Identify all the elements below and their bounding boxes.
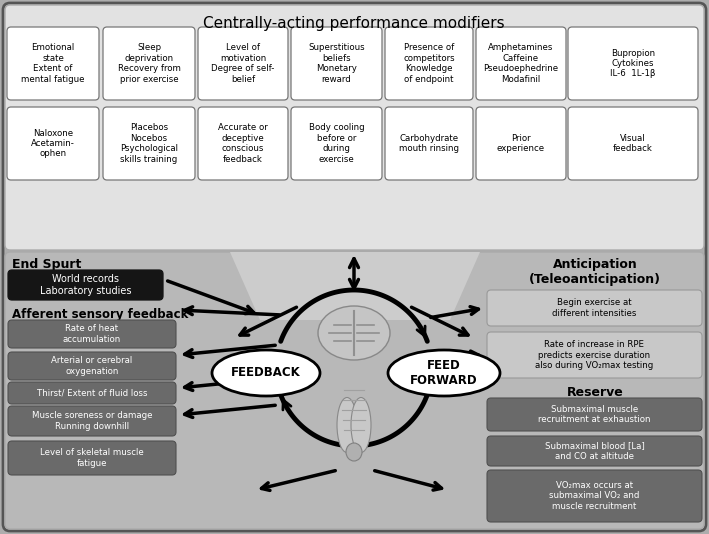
- Text: Submaximal blood [La]
and CO at altitude: Submaximal blood [La] and CO at altitude: [545, 441, 644, 461]
- Polygon shape: [230, 252, 480, 320]
- Text: FEED
FORWARD: FEED FORWARD: [411, 359, 478, 387]
- FancyBboxPatch shape: [568, 107, 698, 180]
- Ellipse shape: [346, 443, 362, 461]
- Text: Placebos
Nocebos
Psychological
skills training: Placebos Nocebos Psychological skills tr…: [120, 123, 178, 163]
- FancyBboxPatch shape: [8, 270, 163, 300]
- FancyBboxPatch shape: [8, 441, 176, 475]
- Text: World records
Laboratory studies: World records Laboratory studies: [40, 274, 131, 296]
- Ellipse shape: [337, 397, 357, 452]
- FancyBboxPatch shape: [487, 290, 702, 326]
- Text: Afferent sensory feedback: Afferent sensory feedback: [12, 308, 189, 321]
- FancyBboxPatch shape: [487, 470, 702, 522]
- Text: Rate of increase in RPE
predicts exercise duration
also during VO₂max testing: Rate of increase in RPE predicts exercis…: [535, 340, 654, 370]
- FancyBboxPatch shape: [198, 27, 288, 100]
- FancyBboxPatch shape: [568, 27, 698, 100]
- FancyBboxPatch shape: [487, 398, 702, 431]
- Text: Superstitious
beliefs
Monetary
reward: Superstitious beliefs Monetary reward: [308, 43, 365, 84]
- Text: Presence of
competitors
Knowledge
of endpoint: Presence of competitors Knowledge of end…: [403, 43, 454, 84]
- Text: Body cooling
before or
during
exercise: Body cooling before or during exercise: [308, 123, 364, 163]
- FancyBboxPatch shape: [8, 406, 176, 436]
- Text: Visual
feedback: Visual feedback: [613, 134, 653, 153]
- Text: Muscle soreness or damage
Running downhill: Muscle soreness or damage Running downhi…: [32, 411, 152, 431]
- Text: Centrally-acting performance modifiers: Centrally-acting performance modifiers: [203, 16, 505, 31]
- FancyBboxPatch shape: [476, 107, 566, 180]
- FancyBboxPatch shape: [8, 382, 176, 404]
- Text: VO₂max occurs at
submaximal VO₂ and
muscle recruitment: VO₂max occurs at submaximal VO₂ and musc…: [549, 481, 640, 511]
- FancyBboxPatch shape: [7, 27, 99, 100]
- FancyBboxPatch shape: [103, 107, 195, 180]
- Text: Level of skeletal muscle
fatigue: Level of skeletal muscle fatigue: [40, 449, 144, 468]
- Text: Arterial or cerebral
oxygenation: Arterial or cerebral oxygenation: [51, 356, 133, 376]
- FancyBboxPatch shape: [291, 27, 382, 100]
- Ellipse shape: [318, 306, 390, 360]
- FancyBboxPatch shape: [198, 107, 288, 180]
- Text: Anticipation
(Teleoanticipation): Anticipation (Teleoanticipation): [529, 258, 661, 286]
- Text: Reserve: Reserve: [566, 386, 623, 399]
- FancyBboxPatch shape: [291, 107, 382, 180]
- Text: Sleep
deprivation
Recovery from
prior exercise: Sleep deprivation Recovery from prior ex…: [118, 43, 180, 84]
- Text: Naloxone
Acetamin-
ophen: Naloxone Acetamin- ophen: [31, 129, 75, 159]
- FancyBboxPatch shape: [476, 27, 566, 100]
- Text: Prior
experience: Prior experience: [497, 134, 545, 153]
- Text: Accurate or
deceptive
conscious
feedback: Accurate or deceptive conscious feedback: [218, 123, 268, 163]
- FancyBboxPatch shape: [5, 252, 704, 529]
- Text: Amphetamines
Caffeine
Pseudoephedrine
Modafinil: Amphetamines Caffeine Pseudoephedrine Mo…: [484, 43, 559, 84]
- FancyBboxPatch shape: [385, 107, 473, 180]
- FancyBboxPatch shape: [7, 107, 99, 180]
- Ellipse shape: [351, 397, 371, 452]
- Text: Submaximal muscle
recruitment at exhaustion: Submaximal muscle recruitment at exhaust…: [538, 405, 651, 424]
- FancyBboxPatch shape: [5, 5, 704, 250]
- FancyBboxPatch shape: [103, 27, 195, 100]
- FancyBboxPatch shape: [487, 436, 702, 466]
- Text: Rate of heat
accumulation: Rate of heat accumulation: [63, 324, 121, 344]
- Ellipse shape: [212, 350, 320, 396]
- Text: Emotional
state
Extent of
mental fatigue: Emotional state Extent of mental fatigue: [21, 43, 85, 84]
- Text: FEEDBACK: FEEDBACK: [231, 366, 301, 380]
- FancyBboxPatch shape: [8, 320, 176, 348]
- FancyBboxPatch shape: [487, 332, 702, 378]
- FancyBboxPatch shape: [385, 27, 473, 100]
- Text: Begin exercise at
different intensities: Begin exercise at different intensities: [552, 299, 637, 318]
- Text: Thirst/ Extent of fluid loss: Thirst/ Extent of fluid loss: [37, 389, 147, 397]
- Text: Level of
motivation
Degree of self-
belief: Level of motivation Degree of self- beli…: [211, 43, 274, 84]
- Text: Bupropion
Cytokines
IL-6  1L-1β: Bupropion Cytokines IL-6 1L-1β: [610, 49, 656, 78]
- FancyBboxPatch shape: [3, 3, 706, 531]
- Text: End Spurt: End Spurt: [12, 258, 82, 271]
- Text: Carbohydrate
mouth rinsing: Carbohydrate mouth rinsing: [399, 134, 459, 153]
- Ellipse shape: [388, 350, 500, 396]
- FancyBboxPatch shape: [8, 352, 176, 380]
